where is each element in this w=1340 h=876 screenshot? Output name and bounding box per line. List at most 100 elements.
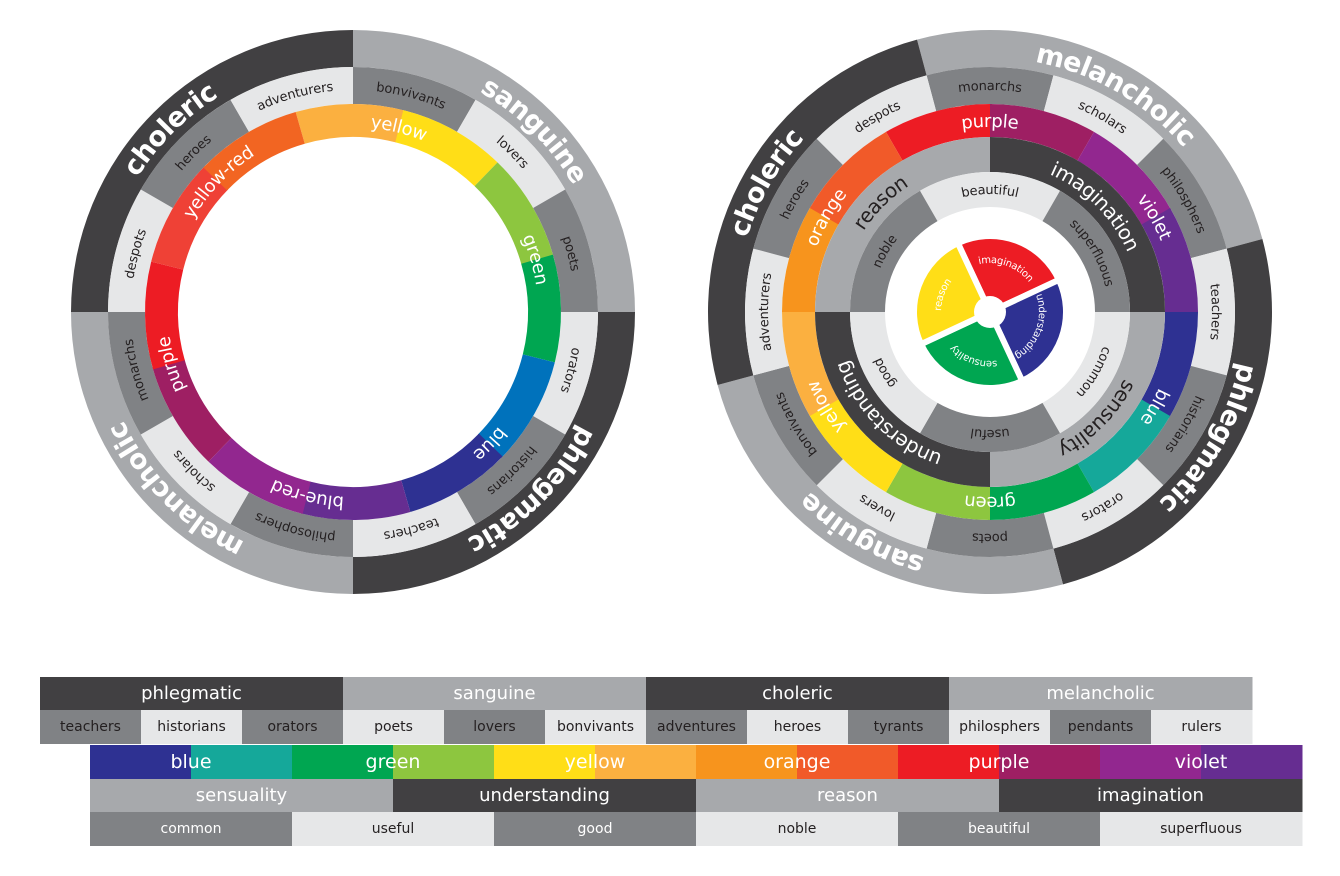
color-cell bbox=[1201, 745, 1303, 779]
color-segment bbox=[886, 463, 990, 520]
color-label: purple bbox=[969, 751, 1030, 773]
occupation-label: monarchs bbox=[957, 78, 1023, 95]
table-label: reason bbox=[817, 785, 878, 806]
color-label: green bbox=[963, 491, 1017, 514]
occupation-segment bbox=[1190, 248, 1235, 376]
occupation-segment bbox=[1043, 75, 1164, 165]
color-label: purple bbox=[960, 110, 1020, 133]
occupation-segment bbox=[753, 365, 843, 486]
value-segment bbox=[920, 402, 1060, 452]
table-label: bonvivants bbox=[557, 719, 634, 735]
color-segment bbox=[474, 162, 554, 266]
color-segment bbox=[1077, 131, 1172, 226]
color-segment bbox=[477, 354, 555, 458]
table-cell bbox=[999, 779, 1303, 812]
table-label: heroes bbox=[774, 719, 821, 735]
occupation-label: teachers bbox=[1207, 283, 1224, 341]
occupation-segment bbox=[816, 459, 937, 549]
value-segment bbox=[850, 190, 938, 312]
table-cell bbox=[343, 677, 647, 710]
color-cell bbox=[393, 745, 495, 779]
table-cell bbox=[848, 710, 950, 744]
occupation-label: monarchs bbox=[957, 78, 1023, 95]
occupation-segment bbox=[353, 67, 476, 132]
value-label: useful bbox=[969, 425, 1010, 442]
table-label: good bbox=[578, 821, 613, 837]
table-cell bbox=[90, 779, 394, 812]
table-cell bbox=[898, 812, 1101, 846]
table-label: orators bbox=[267, 719, 317, 735]
occupation-segment bbox=[533, 189, 598, 312]
color-segment bbox=[521, 254, 562, 363]
color-segment bbox=[401, 433, 503, 512]
occupation-segment bbox=[1137, 365, 1227, 486]
occupation-segment bbox=[744, 248, 790, 376]
value-label: useful bbox=[969, 425, 1010, 442]
table-cell bbox=[242, 710, 344, 744]
color-segment bbox=[988, 463, 1094, 520]
table-label: common bbox=[161, 821, 222, 837]
color-cell bbox=[696, 745, 798, 779]
color-segment bbox=[203, 112, 305, 191]
occupation-segment bbox=[1043, 459, 1164, 549]
table-label: beautiful bbox=[968, 821, 1030, 837]
value-label: beautiful bbox=[960, 182, 1020, 200]
occupation-segment bbox=[753, 138, 843, 259]
table-cell bbox=[747, 710, 849, 744]
table-label: adventures bbox=[657, 719, 736, 735]
color-segment bbox=[886, 104, 992, 161]
color-label: blue bbox=[170, 751, 211, 773]
table-cell bbox=[1151, 710, 1253, 744]
color-segment bbox=[782, 206, 840, 312]
color-segment bbox=[300, 480, 411, 520]
color-cell bbox=[595, 745, 697, 779]
color-label: green bbox=[366, 751, 421, 773]
table-cell bbox=[646, 677, 950, 710]
value-segment bbox=[1042, 190, 1130, 312]
table-cell bbox=[343, 710, 445, 744]
color-label: orange bbox=[764, 751, 831, 773]
faculty-segment bbox=[990, 312, 1165, 487]
color-segment bbox=[782, 312, 839, 416]
occupation-label: poets bbox=[971, 530, 1008, 546]
color-cell bbox=[494, 745, 596, 779]
temperament-segment bbox=[717, 375, 1063, 594]
occupation-segment bbox=[926, 67, 1054, 112]
color-segment bbox=[208, 437, 311, 514]
table-label: superfluous bbox=[1160, 821, 1242, 837]
table-label: teachers bbox=[60, 719, 121, 735]
table-label: poets bbox=[374, 719, 413, 735]
color-label: violet bbox=[1175, 751, 1228, 773]
color-segment bbox=[809, 131, 903, 225]
color-cell bbox=[797, 745, 899, 779]
center-segment bbox=[986, 275, 1069, 385]
table-label: philosphers bbox=[959, 719, 1040, 735]
table-label: tyrants bbox=[874, 719, 924, 735]
faculty-segment bbox=[990, 137, 1165, 312]
table-label: sanguine bbox=[453, 683, 535, 704]
table-label: imagination bbox=[1097, 785, 1204, 806]
value-segment bbox=[1042, 312, 1130, 434]
color-cell bbox=[999, 745, 1101, 779]
color-cell bbox=[90, 745, 192, 779]
temperament-segment bbox=[1053, 239, 1273, 585]
color-segment bbox=[1077, 399, 1171, 493]
table-cell bbox=[90, 812, 293, 846]
color-segment bbox=[808, 398, 903, 493]
center-segment bbox=[911, 239, 994, 349]
table-label: lovers bbox=[473, 719, 515, 735]
temperament-segment bbox=[353, 312, 635, 594]
table-cell bbox=[40, 677, 344, 710]
table-cell bbox=[444, 710, 546, 744]
table-cell bbox=[696, 779, 1000, 812]
table-cell bbox=[646, 710, 748, 744]
color-segment bbox=[295, 103, 406, 144]
color-cell bbox=[191, 745, 293, 779]
occupation-segment bbox=[230, 67, 353, 132]
color-segment bbox=[990, 104, 1094, 161]
table-cell bbox=[696, 812, 899, 846]
occupation-label: adventurers bbox=[756, 271, 774, 352]
table-cell bbox=[141, 710, 243, 744]
